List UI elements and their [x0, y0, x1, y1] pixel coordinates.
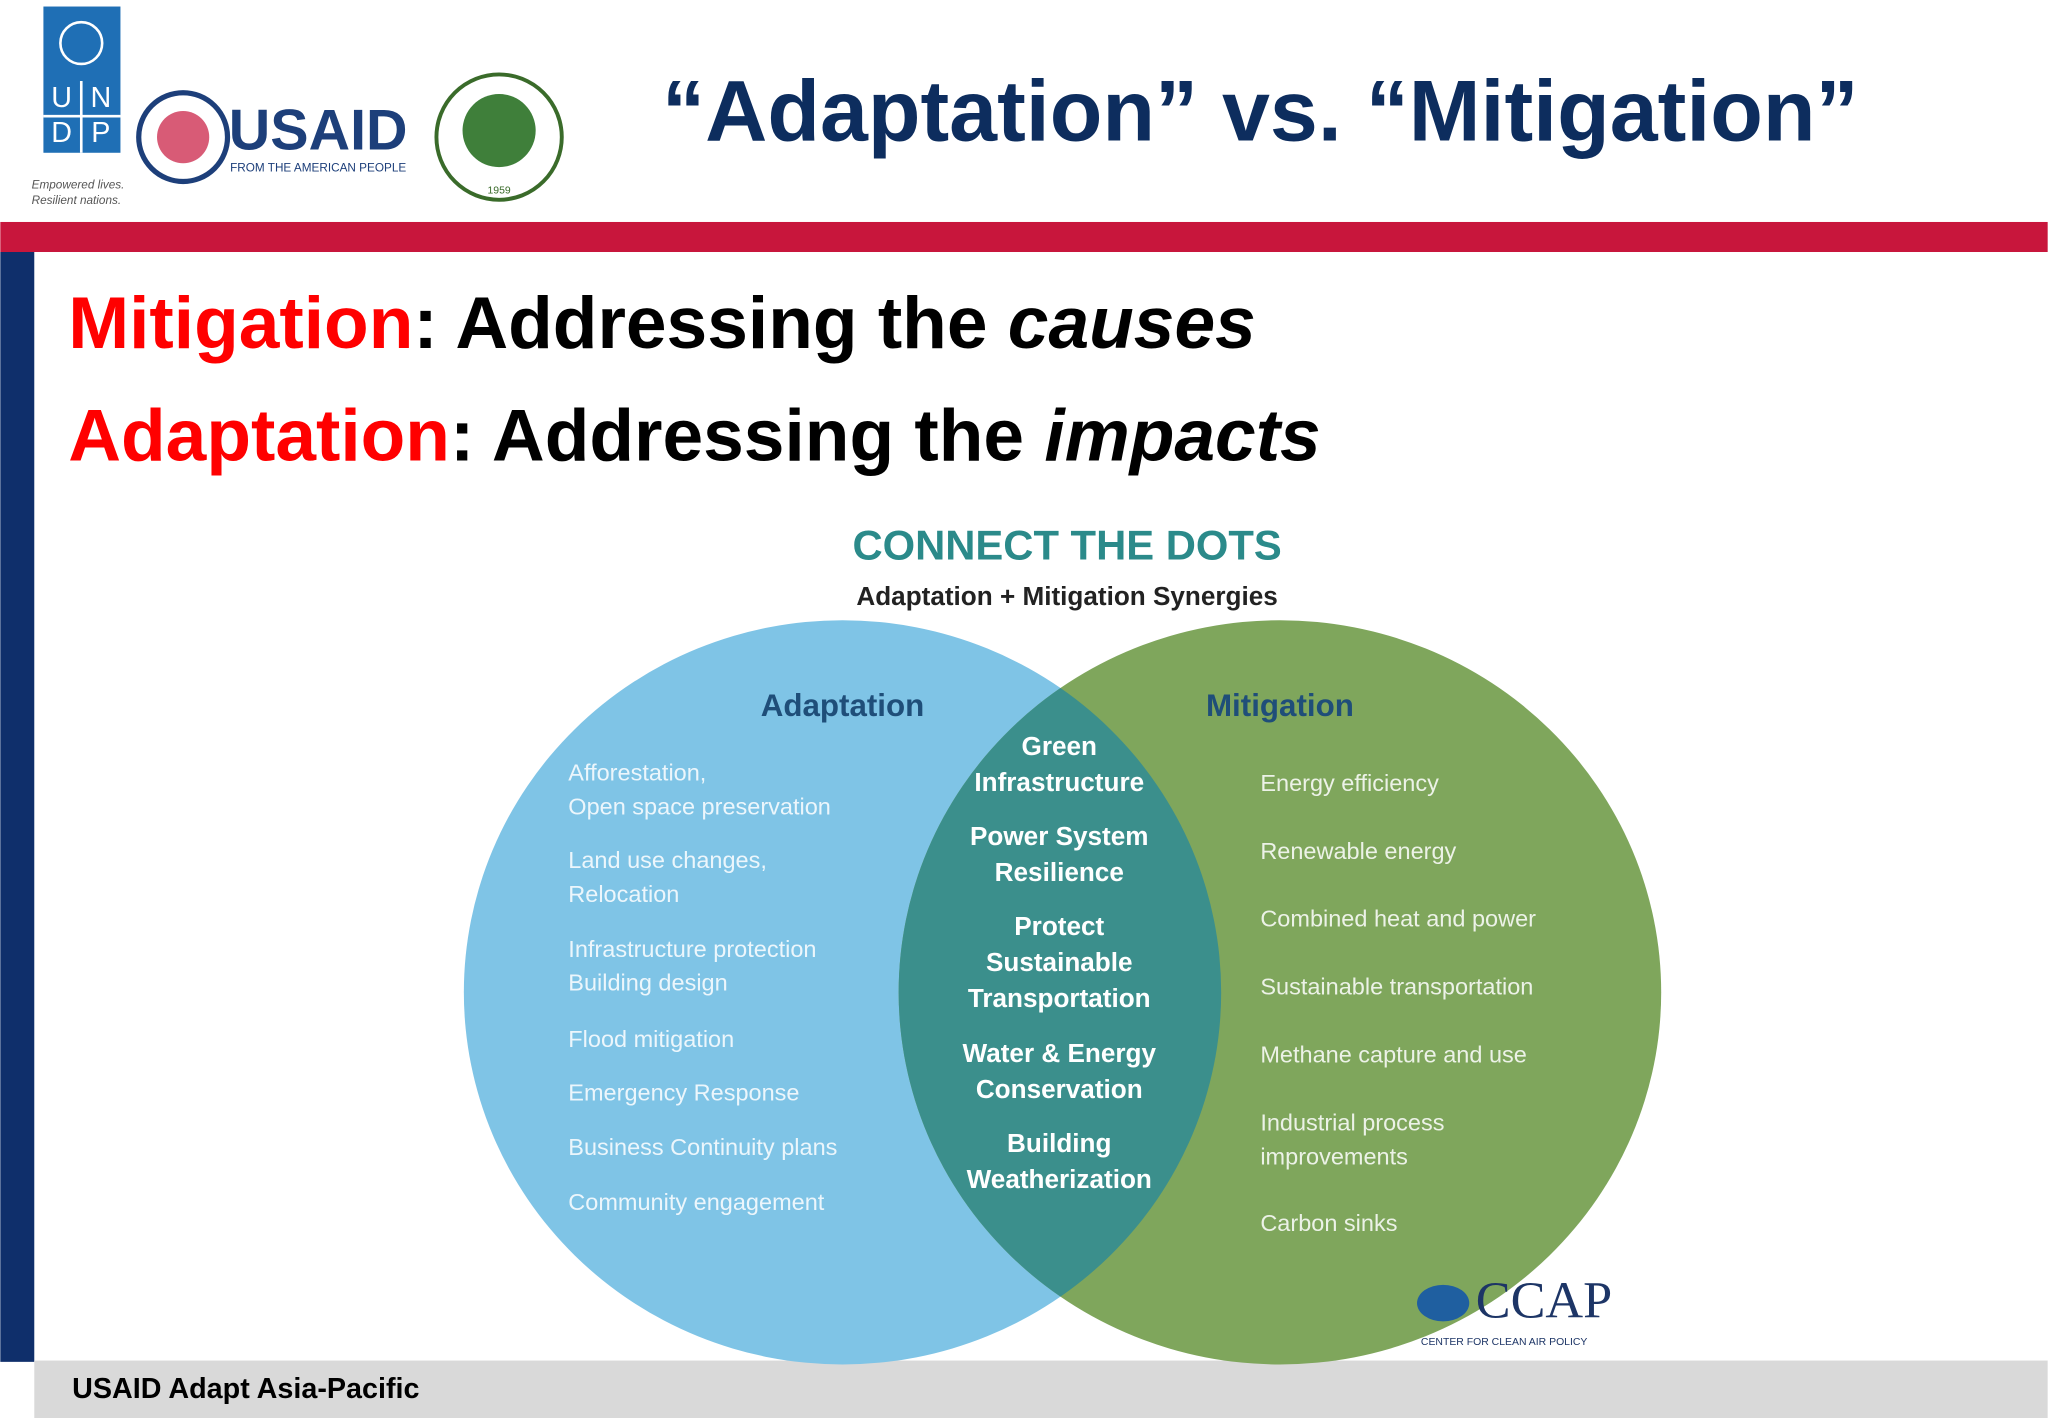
usaid-sub: FROM THE AMERICAN PEOPLE — [230, 162, 406, 175]
undp-letter: D — [51, 117, 72, 149]
venn-item: Industrial process — [1260, 1109, 1444, 1135]
venn-item: improvements — [1260, 1143, 1408, 1169]
venn-item: Carbon sinks — [1260, 1210, 1397, 1236]
footer-text: USAID Adapt Asia-Pacific — [72, 1373, 419, 1405]
venn-item: Open space preservation — [568, 793, 831, 819]
usaid-seal-center — [157, 110, 210, 164]
un-emblem — [59, 20, 104, 66]
undp-tagline: Resilient nations. — [32, 194, 121, 207]
statement-term: Mitigation — [68, 283, 413, 364]
venn-item: Weatherization — [967, 1164, 1152, 1194]
venn-label: Adaptation — [761, 688, 925, 723]
statement-text: : Addressing the — [450, 396, 1044, 477]
statement: Mitigation: Addressing the causes — [68, 283, 1256, 364]
venn-item: Infrastructure protection — [568, 936, 816, 962]
venn-item: Methane capture and use — [1260, 1042, 1527, 1068]
venn-subtitle: Adaptation + Mitigation Synergies — [856, 581, 1277, 611]
slide-title: “Adaptation” vs. “Mitigation” — [662, 63, 1859, 159]
statement: Adaptation: Addressing the impacts — [68, 396, 1321, 477]
venn-item: Combined heat and power — [1260, 906, 1536, 932]
overlap — [898, 620, 1222, 1365]
venn-item: Green — [1022, 731, 1097, 761]
undp-letter: N — [90, 82, 111, 114]
undp-letter: P — [91, 117, 110, 149]
venn-item: Energy efficiency — [1260, 770, 1439, 796]
footer-bar — [34, 1360, 2048, 1418]
venn-label: Mitigation — [1206, 688, 1354, 723]
side-bar — [0, 252, 35, 1362]
usaid-wordmark: USAID — [229, 99, 408, 163]
ccap-sub: CENTER FOR CLEAN AIR POLICY — [1421, 1337, 1587, 1348]
venn-item: Transportation — [968, 983, 1151, 1013]
venn-item: Renewable energy — [1260, 838, 1456, 864]
venn-item: Sustainable — [986, 947, 1133, 977]
undp-tagline: Empowered lives. — [32, 179, 125, 192]
venn-item: Power System — [970, 821, 1148, 851]
venn-item: Sustainable transportation — [1260, 974, 1533, 1000]
venn-item: Emergency Response — [568, 1079, 799, 1105]
red-band — [0, 221, 2048, 253]
statement-emphasis: impacts — [1044, 396, 1320, 477]
venn-item: Infrastructure — [974, 767, 1144, 797]
ait-year: 1959 — [487, 185, 510, 196]
ait-globe — [462, 94, 536, 168]
venn-item: Flood mitigation — [568, 1026, 734, 1052]
statement-emphasis: causes — [1008, 283, 1256, 364]
ccap-logo: CCAP — [1476, 1272, 1612, 1330]
statement-term: Adaptation — [68, 396, 450, 477]
venn-item: Relocation — [568, 881, 679, 907]
venn-title: CONNECT THE DOTS — [852, 521, 1281, 568]
venn-item: Building design — [568, 970, 727, 996]
venn-item: Community engagement — [568, 1189, 824, 1215]
venn-item: Resilience — [995, 857, 1124, 887]
venn-item: Water & Energy — [963, 1038, 1157, 1068]
ccap-emblem — [1417, 1284, 1470, 1322]
venn-item: Protect — [1014, 911, 1104, 941]
venn-item: Conservation — [976, 1074, 1143, 1104]
venn-item: Building — [1007, 1128, 1111, 1158]
undp-letter: U — [51, 82, 72, 114]
venn-item: Afforestation, — [568, 759, 706, 785]
venn-item: Business Continuity plans — [568, 1134, 837, 1160]
venn-item: Land use changes, — [568, 847, 767, 873]
statement-text: : Addressing the — [413, 283, 1007, 364]
